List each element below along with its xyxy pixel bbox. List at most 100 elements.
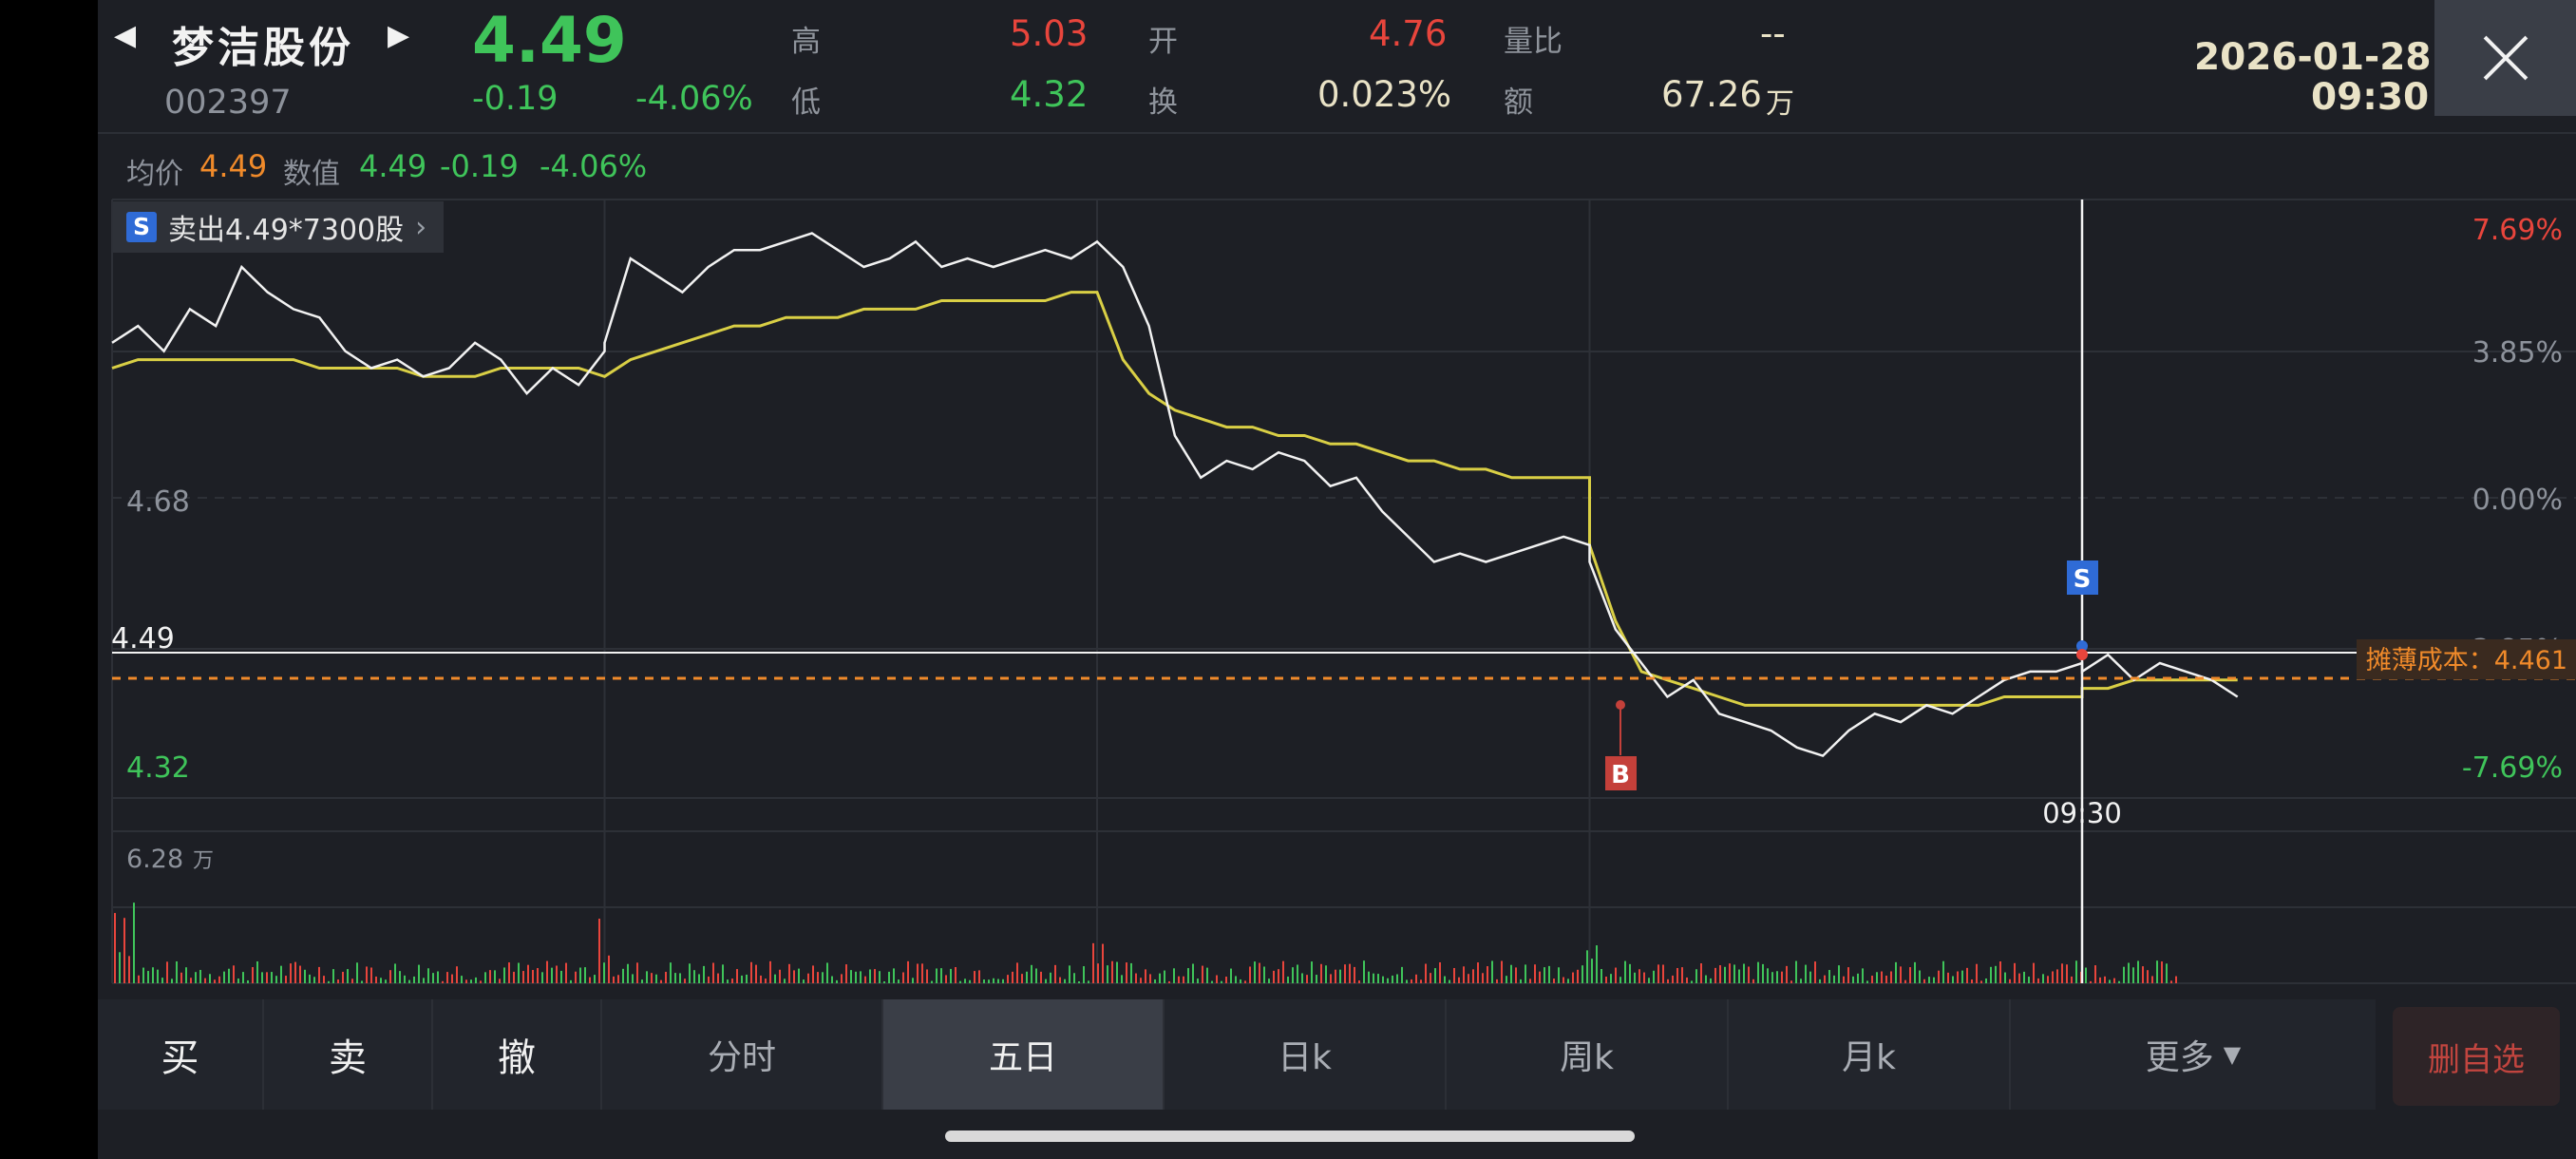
trade-record-text: 卖出4.49*7300股 [168, 214, 405, 247]
volume-bar [1012, 971, 1013, 983]
volume-bar [1159, 973, 1161, 983]
volume-bar [361, 980, 363, 983]
volume-bar [722, 964, 724, 983]
volume-bar [594, 975, 596, 983]
sell-button[interactable]: 卖 [264, 999, 433, 1110]
volume-bar [1330, 974, 1332, 983]
open-value: 4.76 [1369, 13, 1448, 54]
volume-bar [850, 970, 852, 983]
tab-monthly-k[interactable]: 月k [1729, 999, 2011, 1110]
volume-bar [2047, 976, 2049, 983]
volume-bar [161, 978, 163, 983]
volume-bar [494, 970, 496, 983]
tab-five-day[interactable]: 五日 [883, 999, 1165, 1110]
volume-bar [537, 968, 539, 983]
volume-bar [1135, 973, 1137, 983]
delete-watchlist-button[interactable]: 删自选 [2393, 1007, 2560, 1106]
volume-bar [503, 967, 505, 983]
volume-bar [1681, 967, 1683, 983]
tab-daily-k[interactable]: 日k [1165, 999, 1447, 1110]
close-button[interactable] [2434, 0, 2576, 116]
trade-record-tag[interactable]: S 卖出4.49*7300股 › [113, 201, 445, 253]
volume-bar [280, 965, 282, 983]
volume-bar [185, 967, 187, 983]
cancel-order-button[interactable]: 撤 [433, 999, 602, 1110]
volume-bar [427, 968, 429, 983]
intraday-chart[interactable]: 4.68 4.32 4.49 7.69% 3.85% 0.00% -3.85% … [98, 0, 2576, 998]
volume-bar [1444, 976, 1446, 983]
volume-bar [1491, 960, 1493, 983]
volume-bar [1463, 966, 1465, 983]
volume-bar [2009, 978, 2011, 983]
volume-bar [508, 962, 510, 983]
volume-bar [1995, 965, 1997, 983]
volume-bar [670, 962, 672, 983]
volume-bar [233, 965, 235, 983]
volume-bar [1107, 965, 1108, 983]
volume-bar [176, 960, 178, 983]
volume-bar [527, 964, 529, 983]
volume-bar [394, 963, 396, 983]
volume-bar [1610, 974, 1612, 983]
tab-intraday[interactable]: 分时 [602, 999, 883, 1110]
volume-bar [513, 971, 515, 983]
volume-bar [209, 974, 211, 983]
volume-bar [1738, 969, 1740, 983]
cost-label-box [2357, 639, 2576, 679]
volume-bar [570, 979, 572, 983]
prev-stock-arrow-icon[interactable]: ◀ [114, 19, 137, 52]
volume-bar [2066, 964, 2068, 983]
volume-bar [1686, 977, 1688, 983]
volume-bar [798, 968, 800, 983]
volume-bar [1876, 972, 1878, 983]
volume-bar [1710, 978, 1712, 983]
volume-bar [1852, 976, 1854, 983]
volume-bar [237, 978, 239, 983]
buy-button[interactable]: 买 [98, 999, 264, 1110]
volume-bar [484, 972, 486, 983]
volume-bar [404, 975, 406, 983]
volume-bar [1145, 969, 1146, 983]
volume-bar [1244, 980, 1246, 983]
volume-bar [1211, 980, 1213, 983]
next-stock-arrow-icon[interactable]: ▶ [388, 19, 410, 52]
volume-bar [1349, 963, 1351, 983]
volume-bar [180, 972, 182, 983]
home-indicator[interactable] [945, 1130, 1635, 1142]
volume-bar [171, 978, 173, 983]
volume-bar [2104, 976, 2106, 983]
volume-bar [204, 978, 206, 983]
axis-right-label-2: 3.85% [2472, 336, 2563, 370]
volume-bar [1615, 967, 1617, 983]
volume-bar [1306, 975, 1308, 983]
stock-code: 002397 [164, 84, 292, 122]
volume-bar [1980, 980, 1982, 983]
volume-bar [978, 970, 980, 983]
volume-bar [793, 970, 795, 983]
tab-weekly-k[interactable]: 周k [1447, 999, 1729, 1110]
volume-bar [437, 971, 439, 983]
volume-bar [660, 979, 662, 983]
volume-unit-label: 万 [193, 849, 214, 873]
volume-bar [2014, 962, 2016, 983]
tab-more[interactable]: 更多 ▼ [2011, 999, 2376, 1110]
buy-marker-dot [1616, 700, 1625, 710]
volume-bar [1662, 964, 1664, 983]
volume-bar [2166, 963, 2168, 983]
volume-bar [1126, 962, 1127, 983]
volume-bar [698, 974, 700, 983]
volume-bar [1016, 962, 1018, 983]
volume-bar [546, 960, 548, 983]
stock-detail-screen: ◀ 梦洁股份 ▶ 002397 4.49 -0.19 -4.06% 高 5.03… [98, 0, 2576, 1159]
volume-bar [2156, 960, 2158, 983]
volume-bar [1928, 977, 1930, 983]
volume-bar [366, 966, 368, 983]
low-label: 低 [791, 86, 821, 120]
volume-bar [199, 969, 201, 983]
volume-bar [323, 976, 325, 983]
volume-bar [328, 980, 330, 983]
volume-bar [1985, 978, 1987, 983]
volume-bar [2071, 976, 2073, 983]
volume-bar [1477, 962, 1479, 983]
volume-bar [1895, 961, 1897, 983]
